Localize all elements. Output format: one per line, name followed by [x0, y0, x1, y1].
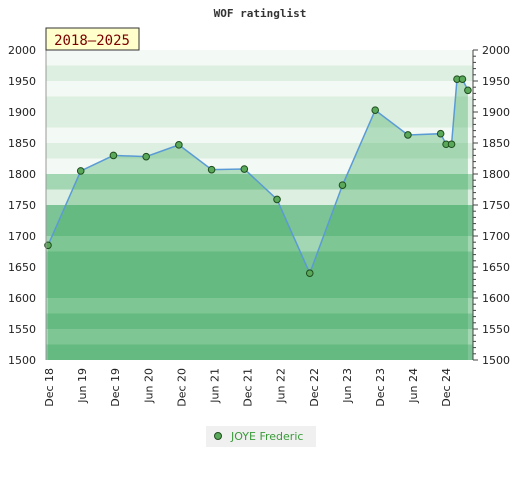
y-tick-label-left: 1500: [8, 354, 36, 367]
data-point: [142, 152, 150, 161]
rating-line: [47, 78, 469, 276]
data-point: [436, 129, 445, 138]
y-tick-label-right: 1850: [482, 137, 510, 150]
range-label-text: 2018–2025: [54, 33, 130, 49]
y-tick-label-right: 1550: [482, 323, 510, 336]
x-tick-label: Jun 21: [209, 368, 222, 404]
y-tick-label-left: 1900: [8, 106, 36, 119]
data-point: [305, 269, 314, 278]
data-point: [273, 195, 281, 204]
data-point: [371, 106, 380, 114]
y-tick-label-left: 1800: [8, 168, 36, 181]
y-tick-label-right: 1800: [482, 168, 510, 181]
y-tick-label-left: 1750: [8, 199, 36, 212]
legend-marker: [214, 432, 222, 440]
background-band: [46, 329, 473, 345]
background-band: [46, 344, 473, 360]
y-tick-label-left: 1650: [8, 261, 36, 274]
background-band: [46, 112, 473, 128]
background-band: [46, 50, 473, 66]
y-tick-label-right: 1700: [482, 230, 510, 243]
x-tick-label: Jun 23: [341, 368, 354, 404]
x-tick-label: Dec 21: [242, 368, 255, 407]
x-tick-label: Dec 18: [43, 368, 56, 407]
x-tick-label: Jun 20: [142, 368, 155, 404]
legend-series-name: JOYE Frederic: [230, 430, 303, 443]
background-band: [46, 267, 473, 283]
data-point: [109, 151, 118, 160]
background-band: [46, 65, 473, 81]
series-line: [47, 78, 469, 276]
data-point: [207, 165, 216, 174]
y-tick-label-left: 1600: [8, 292, 36, 305]
y-tick-label-right: 1650: [482, 261, 510, 274]
data-point: [458, 75, 467, 83]
legend-box: [206, 426, 316, 447]
y-tick-label-left: 1950: [8, 75, 36, 88]
x-tick-label: Dec 22: [308, 368, 321, 407]
background-band: [46, 220, 473, 236]
rating-area: [48, 79, 468, 360]
data-point: [464, 86, 472, 95]
y-tick-label-right: 1900: [482, 106, 510, 119]
data-point: [175, 141, 183, 149]
y-tick-label-right: 1750: [482, 199, 510, 212]
area-fill: [48, 79, 468, 360]
background-band: [46, 205, 473, 221]
y-axis-left-labels: 1500 1550 1600 1650 1700 1750 1800 1850 1900 1950…: [8, 44, 36, 367]
y-tick-label-left: 1700: [8, 230, 36, 243]
legend: JOYE Frederic: [206, 426, 316, 447]
x-tick-label: Dec 20: [175, 368, 188, 407]
x-tick-label: Dec 24: [440, 368, 453, 407]
y-tick-label-right: 1500: [482, 354, 510, 367]
background-band: [46, 81, 473, 97]
y-tick-label-right: 1600: [482, 292, 510, 305]
data-point: [447, 140, 456, 149]
y-tick-label-left: 1850: [8, 137, 36, 150]
y-tick-label-right: 2000: [482, 44, 510, 57]
x-tick-label: Dec 19: [109, 368, 122, 407]
axes: [45, 49, 478, 361]
data-point: [338, 181, 347, 189]
rating-points: [44, 75, 472, 278]
background-band: [46, 236, 473, 252]
x-tick-label: Jun 19: [76, 368, 89, 404]
background-band: [46, 282, 473, 298]
background-band: [46, 158, 473, 174]
chart-title: WOF ratinglist: [214, 7, 307, 20]
background-band: [46, 298, 473, 314]
data-point: [76, 167, 85, 175]
y-axis-right-labels: 1500 1550 1600 1650 1700 1750 1800 1850 1900 1950…: [482, 44, 510, 367]
range-label: 2018–2025: [45, 27, 140, 51]
data-point: [240, 165, 249, 173]
background-band: [46, 189, 473, 205]
y-tick-label-right: 1950: [482, 75, 510, 88]
background-band: [46, 174, 473, 190]
x-axis-labels: Dec 18 Jun 19 Dec 19 Jun 20 Dec 20 Jun 21 Dec …: [43, 368, 453, 407]
background-band: [46, 96, 473, 112]
y-tick-label-left: 2000: [8, 44, 36, 57]
x-tick-label: Dec 23: [374, 368, 387, 407]
background-band: [46, 313, 473, 329]
background-band: [46, 251, 473, 267]
x-tick-label: Jun 22: [275, 368, 288, 404]
y-tick-label-left: 1550: [8, 323, 36, 336]
data-point: [404, 131, 412, 139]
x-tick-label: Jun 24: [407, 368, 420, 404]
range-label-box: [45, 27, 140, 51]
